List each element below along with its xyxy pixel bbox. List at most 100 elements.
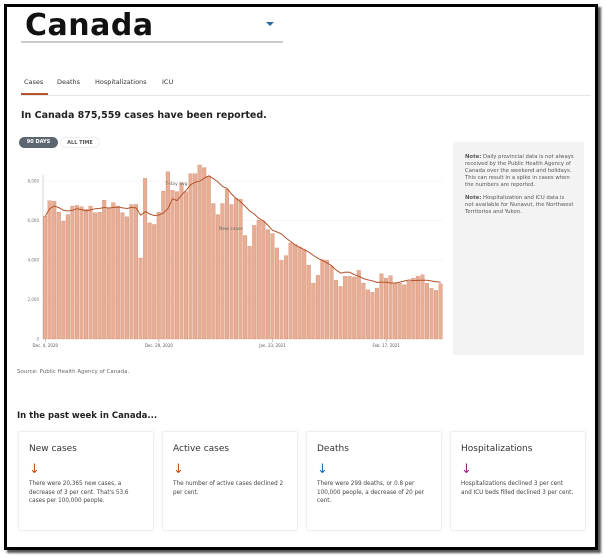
bar xyxy=(315,275,320,340)
arrow-down-icon: ↓ xyxy=(461,462,472,477)
bar xyxy=(247,246,252,340)
bar xyxy=(302,249,307,340)
week-heading: In the past week in Canada... xyxy=(17,411,158,421)
bar xyxy=(111,202,116,340)
card-title: Active cases xyxy=(173,444,230,454)
bar xyxy=(406,281,411,340)
tab-deaths[interactable]: Deaths xyxy=(57,78,81,86)
y-tick-label: 2,000 xyxy=(28,297,40,302)
y-tick-label: 8,000 xyxy=(28,179,40,184)
cases-summary-heading: In Canada 875,559 cases have been report… xyxy=(21,110,267,121)
bar xyxy=(393,282,398,340)
bar xyxy=(411,278,416,340)
bar xyxy=(106,208,111,340)
bar xyxy=(129,204,134,340)
bar xyxy=(115,205,120,340)
bar xyxy=(343,276,348,340)
bar xyxy=(434,290,439,340)
x-tick-label: Dec. 4, 2020 xyxy=(32,343,58,348)
bar xyxy=(156,212,161,340)
bar xyxy=(179,182,184,340)
tab-hospitalizations[interactable]: Hospitalizations xyxy=(95,78,147,86)
bar xyxy=(415,276,420,340)
bar xyxy=(265,229,270,340)
bar xyxy=(365,289,370,340)
seven-day-avg-line xyxy=(44,175,441,284)
y-tick-label: 4,000 xyxy=(28,258,40,263)
tab-cases[interactable]: Cases xyxy=(24,78,44,86)
bar xyxy=(384,278,389,340)
bar xyxy=(279,260,284,340)
bar xyxy=(124,216,129,340)
90-days-button[interactable]: 90 DAYS xyxy=(19,137,58,148)
tab-icu[interactable]: ICU xyxy=(162,78,174,86)
arrow-down-icon: ↓ xyxy=(29,462,40,477)
bar xyxy=(229,204,234,340)
tabs-divider xyxy=(21,95,591,96)
bar xyxy=(429,288,434,340)
bar xyxy=(206,175,211,340)
bar xyxy=(347,276,352,340)
bar xyxy=(215,214,220,340)
y-tick-label: 6,000 xyxy=(28,218,40,223)
bar xyxy=(329,266,334,340)
bar xyxy=(297,246,302,340)
bar xyxy=(220,203,225,340)
bar xyxy=(356,270,361,340)
bar xyxy=(147,222,152,340)
arrow-down-icon: ↓ xyxy=(173,462,184,477)
bar xyxy=(361,282,366,340)
all-time-button[interactable]: ALL TIME xyxy=(60,137,100,148)
bar xyxy=(184,191,189,340)
bar xyxy=(397,282,402,340)
bar xyxy=(211,203,216,340)
bar xyxy=(370,292,375,340)
bar xyxy=(424,282,429,340)
card-text: There were 299 deaths, or 0.8 per 100,00… xyxy=(317,481,425,504)
bar xyxy=(388,275,393,340)
bar xyxy=(334,280,339,340)
bar xyxy=(170,190,175,340)
bar xyxy=(152,224,157,340)
bar xyxy=(438,283,443,340)
bar xyxy=(324,260,329,340)
x-tick-label: Dec. 29, 2020 xyxy=(145,343,174,348)
bar xyxy=(88,205,93,340)
bar xyxy=(261,220,266,340)
bar xyxy=(97,212,102,340)
bar xyxy=(174,191,179,340)
note-box: Note: Daily provincial data is not alway… xyxy=(453,142,584,355)
y-tick-label: 0 xyxy=(36,337,39,342)
region-selector-underline xyxy=(21,41,283,43)
page: Canada Cases Deaths Hospitalizations ICU… xyxy=(4,4,598,550)
arrow-down-icon: ↓ xyxy=(317,462,328,477)
bar xyxy=(238,199,243,340)
bar xyxy=(320,259,325,340)
x-tick-label: Jan. 23, 2021 xyxy=(258,343,286,348)
bar xyxy=(420,274,425,340)
bar xyxy=(84,209,89,340)
card-active-cases: Active cases ↓ The number of active case… xyxy=(162,431,298,531)
bar xyxy=(197,164,202,340)
card-hospitalizations: Hospitalizations ↓ Hospitalizations decl… xyxy=(450,431,586,531)
bar xyxy=(234,198,239,340)
bar xyxy=(93,212,98,340)
bar xyxy=(306,265,311,340)
region-selector-title[interactable]: Canada xyxy=(25,8,154,43)
bar xyxy=(202,167,207,340)
bar xyxy=(47,200,52,340)
bar xyxy=(56,212,61,340)
bar xyxy=(288,242,293,340)
bar xyxy=(161,190,166,340)
bar xyxy=(270,233,275,340)
note-1: Note: Daily provincial data is not alway… xyxy=(465,154,574,188)
card-title: Hospitalizations xyxy=(461,444,533,454)
bar xyxy=(293,244,298,340)
bar xyxy=(193,173,198,340)
bar xyxy=(165,171,170,340)
bar xyxy=(311,282,316,340)
card-text: Hospitalizations declined 3 per cent and… xyxy=(461,481,574,496)
chevron-down-icon[interactable] xyxy=(266,22,274,26)
active-tab-indicator xyxy=(21,93,48,95)
bar xyxy=(402,284,407,340)
